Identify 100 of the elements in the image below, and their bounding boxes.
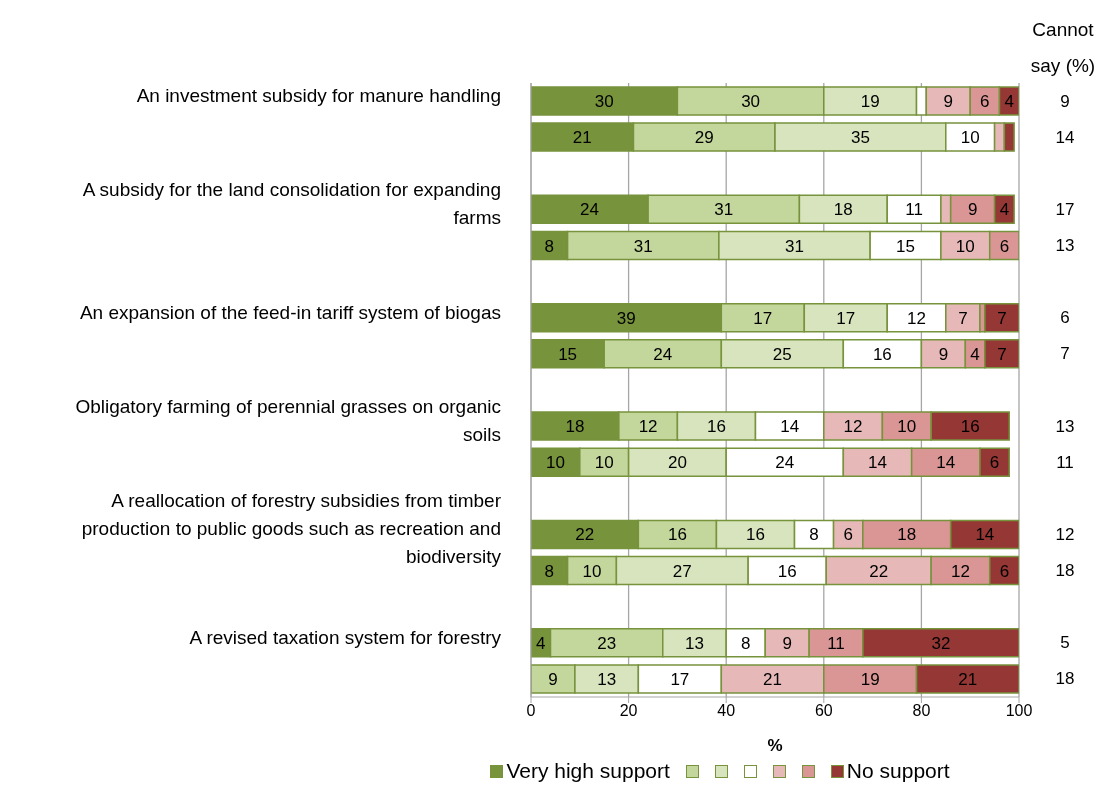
data-label: 13 <box>685 633 704 653</box>
data-label: 23 <box>597 633 617 653</box>
data-label: 14 <box>975 525 995 545</box>
x-tick-label: 0 <box>526 702 536 720</box>
data-label: 11 <box>905 200 923 220</box>
data-label: 27 <box>672 561 692 581</box>
data-label: 19 <box>860 669 880 689</box>
data-label: 10 <box>960 128 980 148</box>
data-label: 18 <box>833 200 853 220</box>
text: 12 <box>1055 524 1075 544</box>
data-label: 30 <box>741 92 761 112</box>
data-label: 24 <box>653 344 673 364</box>
data-label: 39 <box>616 308 636 328</box>
data-label: 9 <box>943 92 953 112</box>
data-label: 31 <box>714 200 734 220</box>
text: 18 <box>1055 669 1075 689</box>
text: 6 <box>1060 308 1070 328</box>
data-label: 9 <box>782 633 792 653</box>
data-label: 12 <box>950 561 970 581</box>
data-label: 10 <box>545 453 565 473</box>
data-label: 15 <box>558 344 578 364</box>
data-label: 14 <box>780 417 800 437</box>
data-label: 12 <box>638 417 658 437</box>
data-label: 32 <box>931 633 951 653</box>
x-axis-title: % <box>767 736 783 755</box>
data-label: 29 <box>694 128 714 148</box>
data-label: 9 <box>967 200 978 220</box>
data-label: 6 <box>999 561 1010 581</box>
data-label: 9 <box>548 669 558 689</box>
y-tick-label: A revised taxation system for forestry <box>189 626 502 648</box>
data-label: 22 <box>575 525 595 545</box>
data-label: 18 <box>565 417 585 437</box>
data-label: 21 <box>763 669 783 689</box>
data-label: 10 <box>582 561 602 581</box>
data-label: 7 <box>958 308 968 328</box>
data-label: 16 <box>872 344 892 364</box>
data-label: 14 <box>868 453 887 473</box>
y-tick-label: Obligatory farming of perennial grasses on organic soils <box>75 395 501 445</box>
x-tick-label: 60 <box>814 702 833 720</box>
x-tick-label: 20 <box>619 702 638 720</box>
text: Cannot say (%) <box>1029 18 1097 78</box>
y-tick-label: An expansion of the feed-in tariff system of biogas <box>79 301 501 323</box>
data-label: 4 <box>970 344 980 364</box>
data-label: 21 <box>958 669 978 689</box>
data-label: 6 <box>980 92 990 112</box>
data-label: 16 <box>746 525 765 545</box>
data-label: 14 <box>936 453 956 473</box>
data-label: 16 <box>667 525 687 545</box>
data-label: 4 <box>536 633 546 653</box>
text: 7 <box>1060 344 1070 364</box>
data-label: 25 <box>772 344 792 364</box>
data-label: 6 <box>989 453 1000 473</box>
data-label: 12 <box>907 308 926 328</box>
data-label: 13 <box>597 669 617 689</box>
data-label: 30 <box>594 92 614 112</box>
text: 9 <box>1060 91 1070 111</box>
legend-label: No support <box>846 759 950 783</box>
text: 14 <box>1055 127 1075 147</box>
data-label: 16 <box>706 417 726 437</box>
y-tick-label: An investment subsidy for manure handling <box>136 84 501 106</box>
data-label: 16 <box>777 561 797 581</box>
data-label: 18 <box>897 525 917 545</box>
data-label: 17 <box>670 669 690 689</box>
data-label: 17 <box>753 308 773 328</box>
legend-label: Very high support <box>506 759 670 783</box>
data-label: 24 <box>580 200 600 220</box>
data-label: 7 <box>997 344 1007 364</box>
data-label: 16 <box>960 417 980 437</box>
data-label: 9 <box>938 344 949 364</box>
data-label: 10 <box>594 453 614 473</box>
data-label: 4 <box>1004 92 1014 112</box>
data-label: 10 <box>897 417 917 437</box>
data-label: 8 <box>740 633 751 653</box>
text: 18 <box>1055 561 1075 581</box>
data-label: 12 <box>843 417 863 437</box>
data-label: 15 <box>896 236 915 256</box>
data-label: 8 <box>544 561 555 581</box>
data-label: 22 <box>869 561 889 581</box>
data-label: 8 <box>809 525 819 545</box>
x-tick-label: 40 <box>717 702 736 720</box>
data-label: 21 <box>572 128 592 148</box>
data-label: 31 <box>633 236 653 256</box>
text: 11 <box>1056 452 1074 472</box>
data-label: 20 <box>667 453 687 473</box>
data-label: 17 <box>836 308 856 328</box>
text: 5 <box>1060 633 1070 653</box>
data-label: 31 <box>785 236 804 256</box>
data-label: 8 <box>544 236 555 256</box>
data-label: 35 <box>850 128 870 148</box>
x-tick-label: 80 <box>912 702 931 720</box>
data-label: 4 <box>999 200 1010 220</box>
data-label: 10 <box>955 236 975 256</box>
y-tick-label: A reallocation of forestry subsidies from timber production to public goods such as recreation and biodiversity <box>81 489 502 567</box>
text: 13 <box>1055 416 1075 436</box>
text: 17 <box>1055 199 1075 219</box>
data-label: 6 <box>999 236 1010 256</box>
data-label: 19 <box>860 92 880 112</box>
data-label: 11 <box>827 633 845 653</box>
text: 13 <box>1055 236 1075 256</box>
y-tick-label: A subsidy for the land consolidation for expanding farms <box>82 178 501 228</box>
